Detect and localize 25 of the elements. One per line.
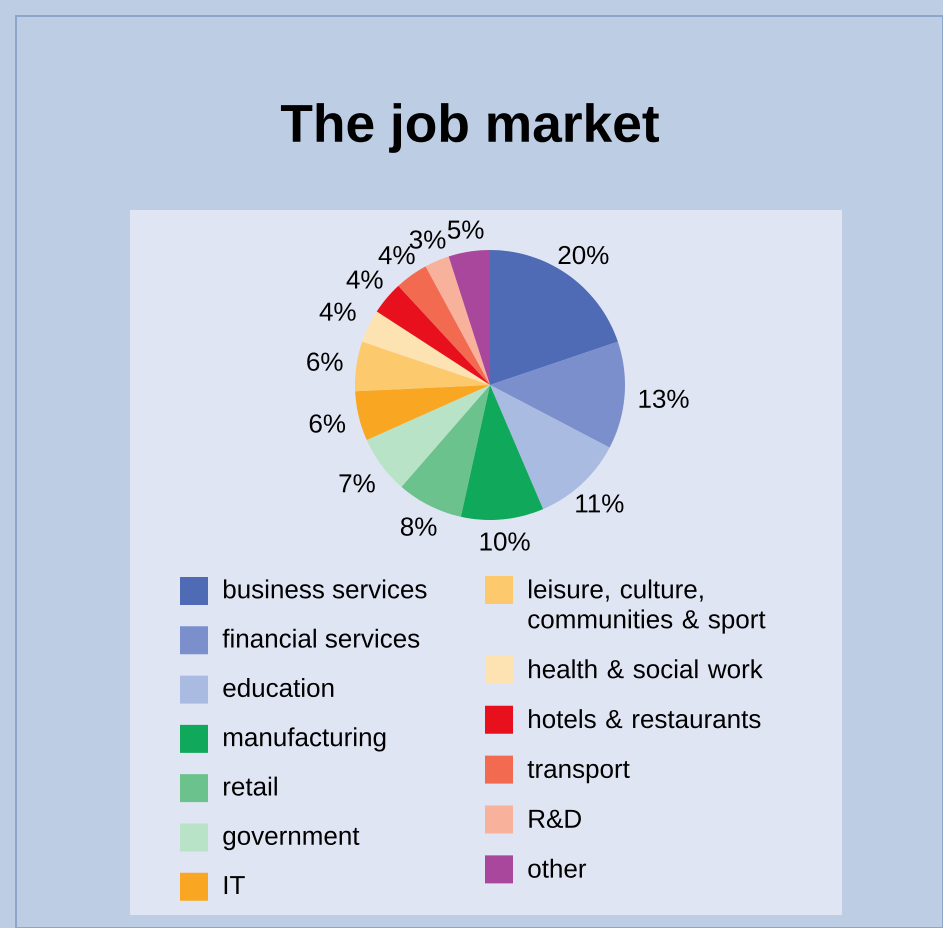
legend-label: hotels & restaurants [529, 709, 760, 728]
data-label: 4% [346, 270, 383, 289]
legend-label: manufacturing [224, 727, 386, 752]
data-label: 4% [320, 302, 356, 321]
legend-label: R&D [529, 810, 581, 828]
legend-label: financial services [222, 628, 420, 648]
data-label: 8% [400, 517, 436, 536]
legend-label: education [223, 678, 334, 698]
data-label: 6% [310, 414, 346, 433]
legend-label: retail [224, 776, 277, 796]
data-label: 5% [448, 220, 484, 239]
data-label: 7% [339, 474, 375, 492]
legend-label: government [223, 828, 360, 850]
legend-label: health & social work [529, 659, 763, 678]
data-label: 13% [639, 390, 689, 408]
legend-label: other [528, 858, 586, 878]
legend-label: IT [224, 876, 245, 894]
data-label: 20% [558, 246, 608, 264]
legend-label: transport [528, 761, 630, 784]
legend-label: business services [224, 579, 426, 599]
data-label: 10% [480, 532, 530, 551]
chart-title: The job market [280, 103, 659, 153]
legend-label: leisure, culture, communities & sport [528, 579, 766, 634]
data-label: 11% [576, 494, 624, 513]
data-label: 6% [307, 352, 343, 371]
